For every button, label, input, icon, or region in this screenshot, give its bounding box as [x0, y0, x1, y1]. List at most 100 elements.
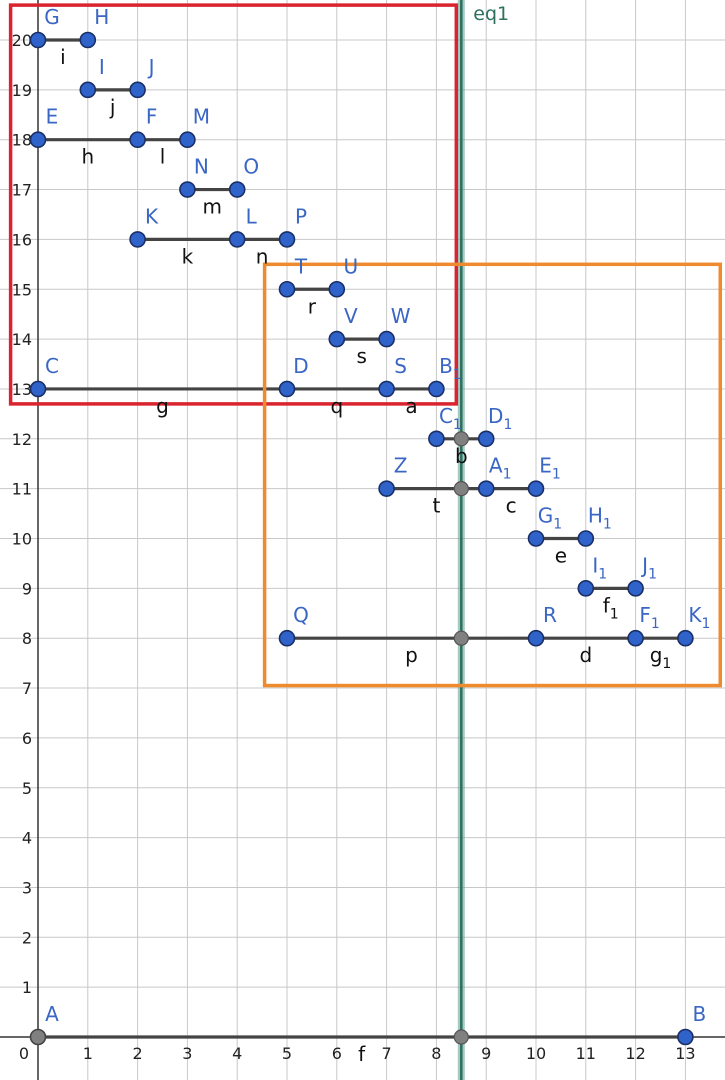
point-label-G1: G1	[538, 504, 562, 533]
point-G[interactable]	[29, 31, 47, 49]
point-U[interactable]	[328, 280, 346, 298]
point-C[interactable]	[29, 380, 47, 398]
point-E[interactable]	[29, 131, 47, 148]
segment-label-q: q	[330, 394, 343, 418]
vertical-line-label: eq1	[473, 3, 509, 25]
point-K[interactable]	[129, 231, 146, 248]
segment-label-t: t	[432, 494, 440, 518]
intersection-point[interactable]	[453, 431, 469, 447]
x-tick-label: 6	[332, 1044, 342, 1063]
y-tick-label: 19	[12, 81, 32, 100]
point-label-L: L	[246, 204, 258, 228]
segment-label-e: e	[555, 544, 567, 568]
point-V[interactable]	[328, 330, 346, 348]
x-tick-label: 9	[481, 1044, 491, 1063]
segment-label-s: s	[356, 344, 366, 368]
x-tick-label: 8	[431, 1044, 441, 1063]
y-tick-label: 13	[12, 380, 32, 399]
point-I[interactable]	[79, 81, 97, 99]
point-H[interactable]	[79, 31, 97, 49]
point-D[interactable]	[278, 380, 296, 398]
point-label-H: H	[94, 5, 109, 29]
point-A[interactable]	[29, 1028, 47, 1046]
point-B1[interactable]	[428, 380, 445, 398]
point-P[interactable]	[278, 231, 296, 248]
segment-label-d: d	[579, 643, 592, 667]
point-label-F1: F1	[639, 603, 659, 632]
point-label-G: G	[44, 5, 60, 29]
segment-label-h: h	[81, 145, 94, 169]
point-label-H1: H1	[588, 504, 612, 533]
point-K1[interactable]	[677, 629, 694, 647]
point-label-M: M	[193, 105, 210, 129]
segment-label-a: a	[405, 394, 417, 418]
points	[29, 31, 694, 1046]
y-tick-label: 14	[12, 330, 32, 349]
intersection-point[interactable]	[453, 481, 469, 497]
segment-label-g: g	[156, 394, 169, 418]
point-A1[interactable]	[477, 480, 495, 497]
point-label-N: N	[194, 155, 209, 179]
intersection-point[interactable]	[453, 630, 469, 646]
point-label-U: U	[343, 254, 358, 278]
highlight-boxes	[8, 3, 723, 688]
point-N[interactable]	[179, 181, 196, 198]
labels: i j h l m k n r s g q a b t c e f1 p d g1 f G H I J E F M N O K L P T U V W C…	[44, 5, 710, 1066]
vertical-line-eq1[interactable]: eq1	[457, 0, 509, 1080]
point-label-R: R	[543, 603, 557, 627]
point-label-P: P	[295, 204, 307, 228]
point-label-B1: B1	[439, 354, 462, 383]
segment-label-g1: g1	[650, 643, 672, 672]
point-Q[interactable]	[278, 629, 296, 647]
segment-label-r: r	[308, 294, 317, 318]
point-M[interactable]	[179, 131, 196, 148]
point-label-A1: A1	[489, 454, 512, 483]
point-label-T: T	[294, 254, 308, 278]
y-tick-label: 3	[22, 878, 32, 897]
point-E1[interactable]	[527, 480, 545, 497]
point-S[interactable]	[378, 380, 395, 398]
segment-label-c: c	[506, 494, 517, 518]
y-tick-label: 5	[22, 779, 32, 798]
point-H1[interactable]	[577, 530, 595, 547]
point-label-V: V	[344, 304, 358, 328]
segment-label-j: j	[109, 95, 116, 119]
point-D1[interactable]	[477, 430, 495, 448]
y-tick-label: 1	[22, 978, 32, 997]
point-label-D1: D1	[488, 404, 512, 433]
point-B[interactable]	[677, 1028, 694, 1046]
point-label-W: W	[391, 304, 411, 328]
x-tick-label: 7	[382, 1044, 392, 1063]
segment-label-f1: f1	[603, 593, 619, 622]
intersection-point[interactable]	[453, 1029, 469, 1045]
point-W[interactable]	[378, 330, 395, 348]
point-label-J1: J1	[640, 553, 657, 582]
x-tick-label: 2	[133, 1044, 143, 1063]
point-L[interactable]	[228, 231, 246, 248]
y-tick-label: 12	[12, 430, 32, 449]
point-G1[interactable]	[527, 530, 545, 547]
point-label-Q: Q	[293, 603, 309, 627]
x-tick-label: 10	[526, 1044, 546, 1063]
y-tick-label: 20	[12, 31, 32, 50]
orange-box	[262, 262, 723, 688]
segment-label-n: n	[256, 244, 269, 268]
point-I1[interactable]	[577, 580, 595, 597]
point-C1[interactable]	[428, 430, 445, 448]
y-tick-label: 9	[22, 579, 32, 598]
point-O[interactable]	[228, 181, 246, 198]
y-tick-label: 11	[12, 480, 32, 499]
point-F1[interactable]	[627, 629, 644, 647]
point-J1[interactable]	[627, 580, 644, 597]
point-R[interactable]	[527, 629, 545, 647]
point-Z[interactable]	[378, 480, 395, 497]
point-T[interactable]	[278, 280, 296, 298]
point-label-E1: E1	[539, 454, 561, 483]
x-tick-label: 11	[576, 1044, 596, 1063]
y-tick-label: 7	[22, 679, 32, 698]
point-label-Z: Z	[394, 454, 408, 478]
point-J[interactable]	[129, 81, 146, 99]
point-F[interactable]	[129, 131, 146, 148]
